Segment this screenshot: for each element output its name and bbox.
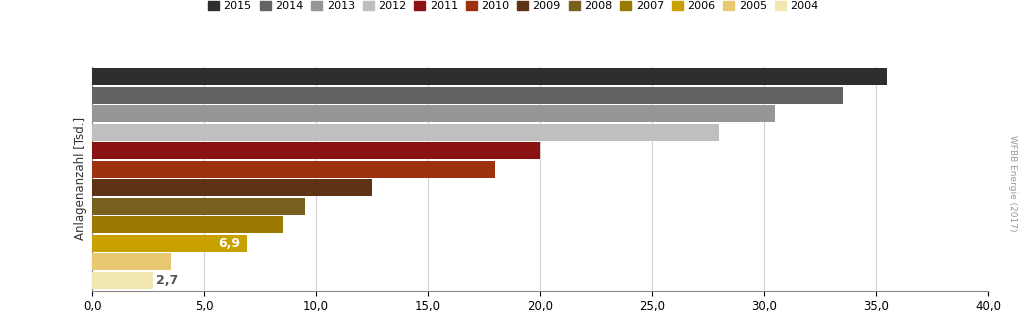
Bar bbox=[92, 254, 171, 271]
Bar bbox=[92, 68, 888, 86]
Y-axis label: Anlagenanzahl [Tsd.]: Anlagenanzahl [Tsd.] bbox=[74, 117, 87, 240]
Bar bbox=[92, 272, 153, 289]
Bar bbox=[92, 124, 719, 141]
Bar bbox=[92, 87, 843, 104]
Text: WFBB Energie (2017): WFBB Energie (2017) bbox=[1008, 136, 1017, 232]
Bar bbox=[92, 179, 372, 196]
Bar bbox=[92, 106, 775, 123]
Bar bbox=[92, 161, 496, 178]
Text: 2,7: 2,7 bbox=[156, 274, 178, 287]
Legend: 2015, 2014, 2013, 2012, 2011, 2010, 2009, 2008, 2007, 2006, 2005, 2004: 2015, 2014, 2013, 2012, 2011, 2010, 2009… bbox=[208, 1, 818, 11]
Bar bbox=[92, 198, 305, 215]
Text: 6,9: 6,9 bbox=[218, 237, 240, 250]
Bar bbox=[92, 142, 541, 159]
Bar bbox=[92, 235, 247, 252]
Bar bbox=[92, 216, 283, 233]
Text: 35,5: 35,5 bbox=[894, 70, 925, 84]
